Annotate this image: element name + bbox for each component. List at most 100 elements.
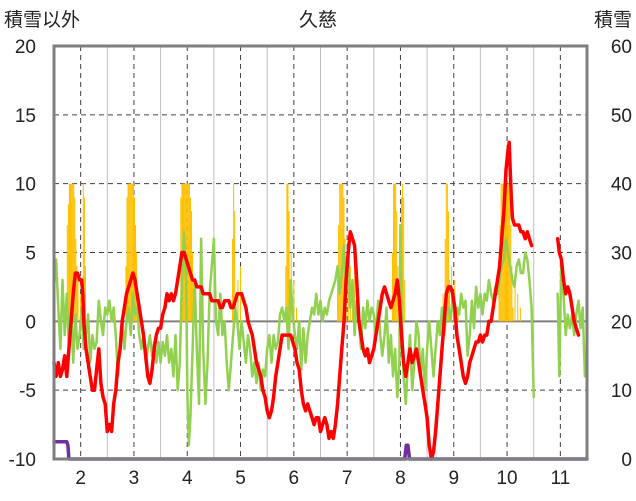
x-tick-label: 5 [235,468,246,489]
bar [133,197,136,322]
bar [232,238,234,322]
bar [73,183,75,322]
bar [187,183,189,322]
x-tick-label: 4 [182,468,193,489]
red-line [52,140,534,461]
bar [186,183,188,322]
bar [514,280,516,322]
x-tick-label: 6 [289,468,300,489]
bar [74,197,76,322]
bar [395,183,397,322]
right-tick-label: 30 [611,244,632,265]
left-tick-label: -5 [19,381,36,402]
bar [394,183,396,322]
right-tick-label: 60 [611,37,632,58]
x-tick-label: 7 [342,468,353,489]
right-tick-label: 10 [611,381,632,402]
bar [512,307,514,322]
bar [76,266,78,322]
x-tick-label: 3 [129,468,140,489]
bar [71,183,73,322]
bar [188,183,190,322]
bar [511,266,513,322]
left-axis-ticks: 20 15 10 5 0 -5 -10 [9,37,36,471]
left-tick-label: 0 [25,312,36,333]
bar [446,183,448,322]
x-axis-ticks: 2 3 4 5 6 7 8 9 10 11 [75,468,570,489]
bar [192,252,194,322]
right-axis-label: 積雪 [594,9,632,31]
bar [519,307,521,322]
bar [67,204,69,322]
bar [287,183,289,322]
x-tick-label: 2 [75,468,86,489]
x-tick-label: 8 [395,468,406,489]
bar [293,280,295,322]
bar [288,211,290,322]
bar [233,183,235,322]
bar [341,183,343,322]
bar [83,197,85,322]
bar [132,183,134,322]
plot-frame [52,44,589,461]
bar [77,280,79,322]
bar [404,280,406,322]
bar [135,224,137,322]
x-tick-label: 10 [496,468,517,489]
bar [505,183,508,322]
bar [190,211,193,322]
snow-depth-line [52,440,589,461]
bar [127,183,129,322]
bar [340,183,342,322]
bar [130,183,132,322]
left-axis-label: 積雪以外 [4,9,80,31]
left-tick-label: 15 [15,106,36,127]
left-tick-label: 5 [25,244,36,265]
bar [402,183,404,322]
bar [72,183,74,322]
bar [285,266,287,322]
right-tick-label: 50 [611,106,632,127]
bar [396,211,398,322]
bar [517,293,519,322]
bar [498,266,500,322]
x-tick-label: 11 [550,468,570,489]
bar [354,252,356,322]
bar [392,183,395,322]
right-tick-label: 40 [611,175,632,196]
bar [189,197,191,322]
bar [69,183,72,322]
bar [234,211,236,322]
bar [337,280,339,322]
bar [445,183,447,322]
bar [286,183,288,322]
bar [128,183,130,322]
bar [448,280,451,322]
bar [447,211,449,322]
bar [126,197,128,322]
x-tick-label: 9 [448,468,459,489]
bar [391,252,393,322]
bar [237,280,239,322]
left-tick-label: -10 [9,450,36,471]
bar [82,183,84,322]
bar [444,238,446,322]
bar [66,224,68,322]
bar [84,266,86,322]
line-series [52,140,589,461]
bar [131,183,133,322]
bar [347,280,349,322]
chart-title: 久慈 [299,9,337,31]
left-tick-label: 10 [15,175,36,196]
bar [339,183,341,322]
bar [129,183,131,322]
left-tick-label: 20 [15,37,36,58]
red-line [555,236,581,337]
bar [68,183,70,322]
bar [295,307,298,322]
right-tick-label: 20 [611,312,632,333]
green-line [52,223,535,447]
right-axis-ticks: 60 50 40 30 20 10 0 [611,37,632,471]
bar [502,183,504,322]
